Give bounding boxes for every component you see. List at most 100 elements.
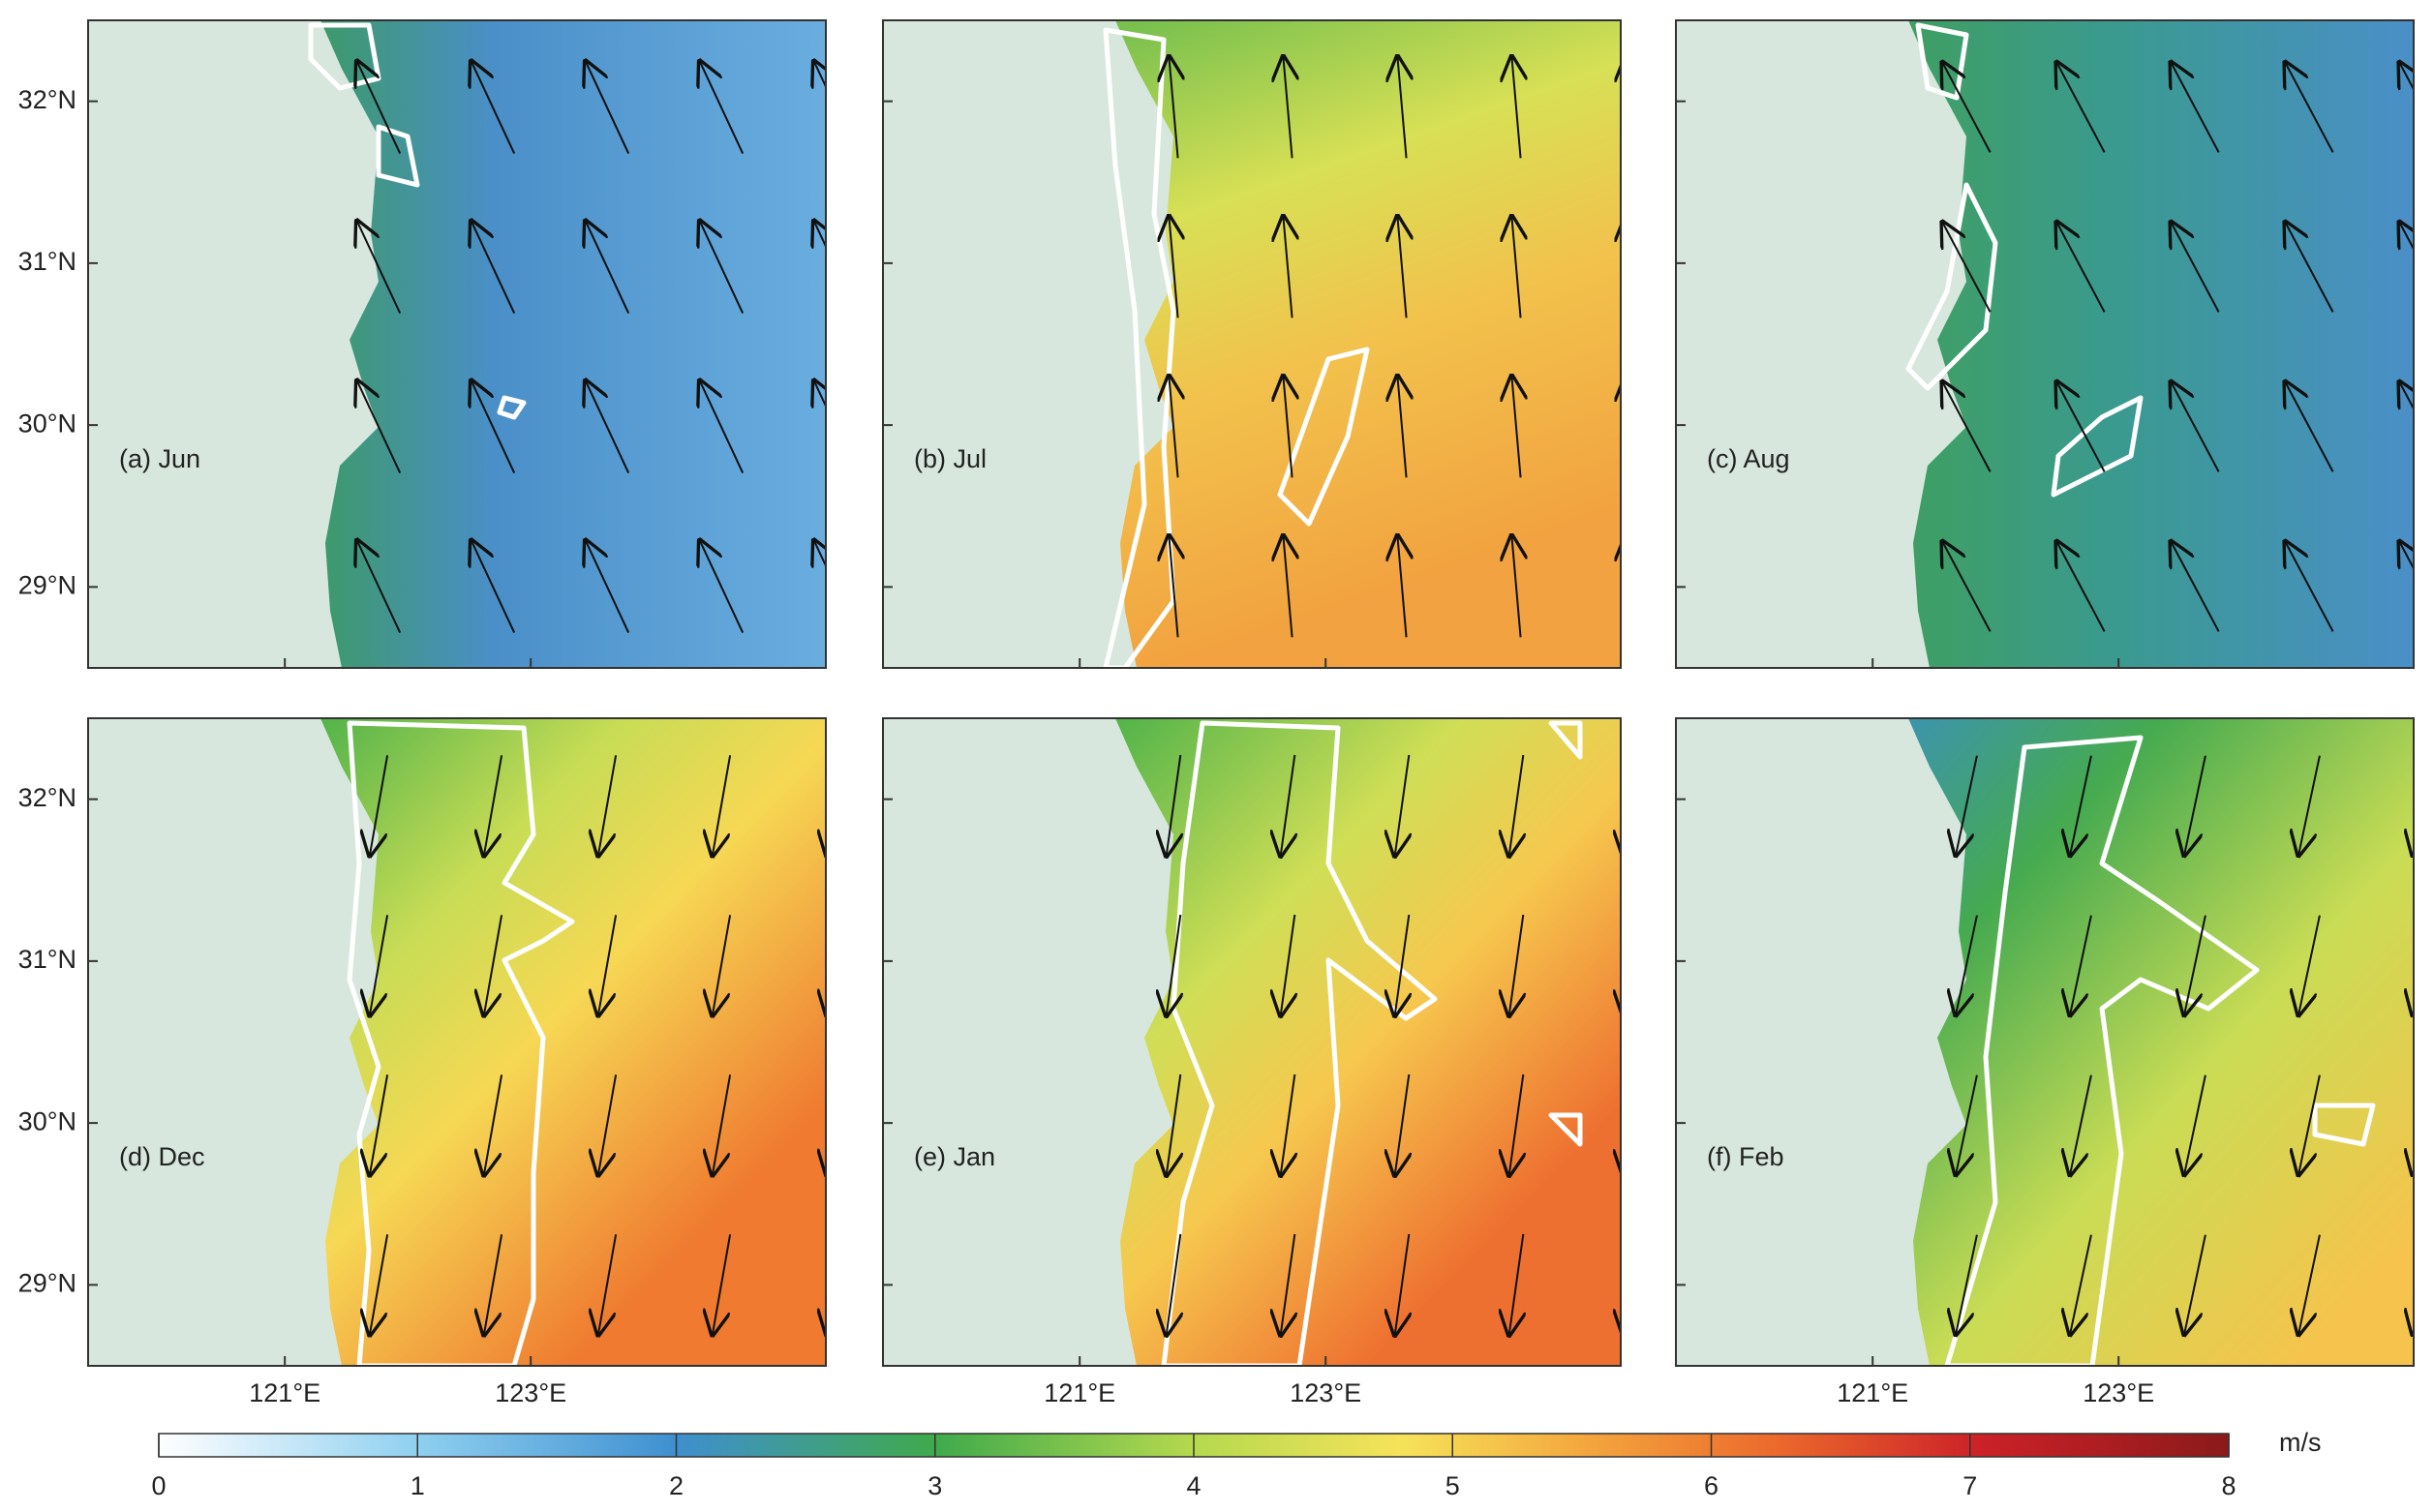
wind-arrow bbox=[1956, 755, 1978, 856]
wind-arrow bbox=[1395, 1233, 1410, 1335]
map-content bbox=[883, 718, 1638, 1366]
map-panel: (a) Jun 32°N 31°N 30°N 29°N bbox=[18, 19, 827, 669]
wind-arrow bbox=[2399, 63, 2414, 92]
wind-arrow bbox=[1167, 1233, 1181, 1335]
map-panel: (c) Aug bbox=[1675, 19, 2415, 669]
wind-arrow bbox=[827, 755, 844, 855]
wind-arrow bbox=[814, 221, 826, 313]
wind-arrow bbox=[1942, 223, 1992, 313]
lat-label: 32°N bbox=[18, 783, 76, 812]
wind-arrow bbox=[1511, 377, 1520, 478]
contour bbox=[1103, 27, 1370, 668]
panel-frame bbox=[882, 717, 1622, 1367]
wind-arrow bbox=[1167, 914, 1181, 1015]
land bbox=[883, 20, 1173, 668]
land bbox=[1676, 20, 1966, 668]
wind-arrow bbox=[484, 915, 503, 1014]
wind-arrow bbox=[472, 380, 516, 474]
wind-arrow bbox=[2056, 223, 2106, 313]
panel-frame bbox=[1675, 19, 2415, 669]
panel-frame bbox=[882, 19, 1622, 669]
lat-label: 32°N bbox=[18, 85, 76, 114]
wind-arrow bbox=[1624, 1234, 1638, 1335]
wind-arrow bbox=[357, 380, 402, 474]
panel-label: (c) Aug bbox=[1707, 444, 1790, 473]
map-panel: (f) Feb 121°E 123°E bbox=[1675, 717, 2415, 1407]
wind-arrow bbox=[2184, 915, 2206, 1015]
wind-arrow bbox=[1169, 536, 1177, 638]
wind-arrow bbox=[2070, 915, 2092, 1015]
lon-label: 121°E bbox=[1044, 1378, 1115, 1407]
wind-arrow bbox=[1283, 536, 1292, 638]
colorbar: m/s 0 1 2 3 4 5 6 7 8 bbox=[151, 1428, 2321, 1500]
wind-arrow bbox=[1511, 57, 1520, 159]
colorbar-tick-label: 5 bbox=[1445, 1471, 1460, 1500]
wind-arrow bbox=[1942, 382, 1992, 472]
land bbox=[1676, 718, 1966, 1366]
wind-arrow bbox=[2298, 1234, 2321, 1335]
lat-label: 31°N bbox=[18, 945, 76, 974]
wind-arrow bbox=[2399, 542, 2414, 571]
wind-arrow bbox=[1509, 754, 1524, 856]
wind-arrow bbox=[713, 1234, 732, 1334]
wind-arrow bbox=[827, 1234, 844, 1334]
wind-arrow bbox=[586, 380, 630, 474]
colorbar-unit: m/s bbox=[2279, 1428, 2322, 1457]
wind-arrow bbox=[1626, 57, 1634, 159]
wind-arrow bbox=[472, 61, 516, 155]
map-content bbox=[1676, 718, 2414, 1366]
panel-label: (e) Jan bbox=[914, 1142, 995, 1171]
colorbar-tick-label: 2 bbox=[669, 1471, 684, 1500]
map-content bbox=[883, 20, 1634, 668]
wind-arrow bbox=[700, 380, 745, 474]
wind-arrow bbox=[2184, 1234, 2206, 1335]
wind-arrow bbox=[598, 1234, 618, 1334]
panel-frame bbox=[87, 717, 827, 1367]
wind-arrow bbox=[1281, 754, 1295, 856]
wind-arrow bbox=[814, 380, 826, 472]
wind-arrow bbox=[827, 1074, 844, 1174]
wind-arrow bbox=[2056, 63, 2106, 153]
map-content bbox=[1676, 20, 2414, 668]
lon-label: 123°E bbox=[2083, 1378, 2154, 1407]
wind-arrow bbox=[1397, 377, 1406, 478]
wind-arrow bbox=[2413, 756, 2414, 856]
wind-arrow bbox=[1395, 1074, 1410, 1175]
wind-arrow bbox=[700, 61, 745, 155]
wind-arrow bbox=[2171, 382, 2220, 472]
lat-label: 30°N bbox=[18, 1106, 76, 1135]
wind-arrow bbox=[1281, 1233, 1295, 1335]
land bbox=[88, 20, 379, 668]
wind-arrow bbox=[2399, 382, 2414, 411]
wind-arrow bbox=[472, 540, 516, 634]
wind-arrow bbox=[472, 221, 516, 315]
wind-arrow bbox=[1626, 377, 1634, 478]
wind-arrow bbox=[484, 1074, 503, 1174]
wind-arrow bbox=[1169, 377, 1177, 478]
wind-arrow bbox=[2070, 1234, 2092, 1335]
wind-arrow bbox=[2285, 382, 2334, 472]
wind-arrow bbox=[1395, 754, 1410, 856]
wind-arrow bbox=[2285, 63, 2334, 153]
wind-arrow bbox=[2171, 542, 2220, 632]
wind-arrow bbox=[1956, 915, 1978, 1015]
wind-arrow bbox=[586, 61, 630, 155]
contour bbox=[1161, 720, 1583, 1366]
wind-arrow bbox=[1397, 217, 1406, 318]
wind-arrow bbox=[814, 61, 826, 153]
wind-arrow bbox=[1397, 57, 1406, 159]
wind-arrow bbox=[2070, 755, 2092, 856]
wind-arrow bbox=[1167, 1074, 1181, 1175]
wind-arrow bbox=[370, 915, 389, 1014]
lat-label: 29°N bbox=[18, 571, 76, 600]
wind-arrow bbox=[2399, 223, 2414, 252]
colorbar-tick-label: 8 bbox=[2221, 1471, 2236, 1500]
wind-arrow bbox=[1956, 1234, 1978, 1335]
wind-arrow bbox=[1283, 377, 1292, 478]
land bbox=[883, 718, 1173, 1366]
wind-arrow bbox=[1626, 217, 1634, 318]
wind-arrow bbox=[1397, 536, 1406, 638]
lat-label: 30°N bbox=[18, 408, 76, 438]
wind-arrow bbox=[357, 221, 402, 315]
colorbar-tick-label: 0 bbox=[151, 1471, 166, 1500]
